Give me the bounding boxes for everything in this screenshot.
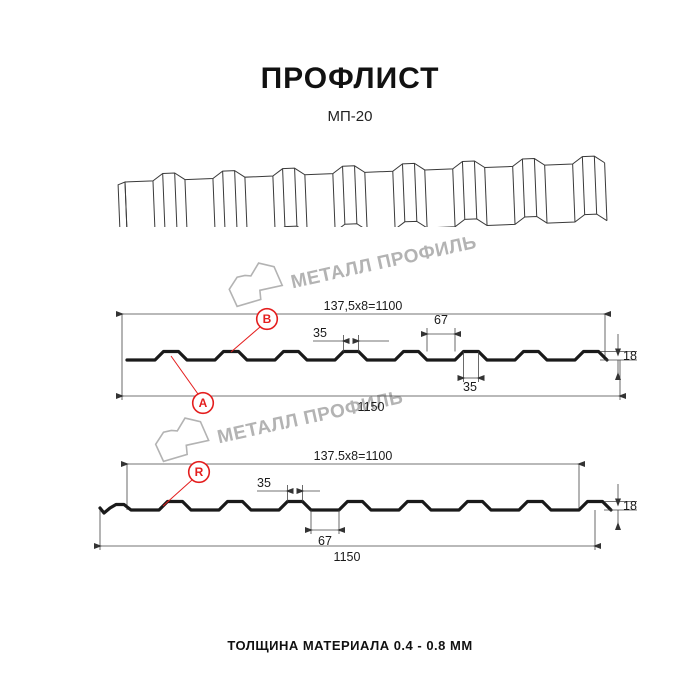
svg-text:67: 67 xyxy=(318,534,332,548)
svg-text:1150: 1150 xyxy=(334,550,361,564)
svg-text:1150: 1150 xyxy=(358,400,385,414)
svg-text:35: 35 xyxy=(257,476,271,490)
svg-text:35: 35 xyxy=(463,380,477,394)
svg-text:35: 35 xyxy=(313,326,327,340)
svg-text:R: R xyxy=(195,465,204,479)
svg-text:B: B xyxy=(263,312,272,326)
svg-text:137,5x8=1100: 137,5x8=1100 xyxy=(324,299,403,313)
svg-text:18: 18 xyxy=(623,499,637,513)
svg-text:137.5x8=1100: 137.5x8=1100 xyxy=(314,449,393,463)
svg-text:18: 18 xyxy=(623,349,637,363)
svg-text:A: A xyxy=(199,396,208,410)
svg-text:67: 67 xyxy=(434,313,448,327)
